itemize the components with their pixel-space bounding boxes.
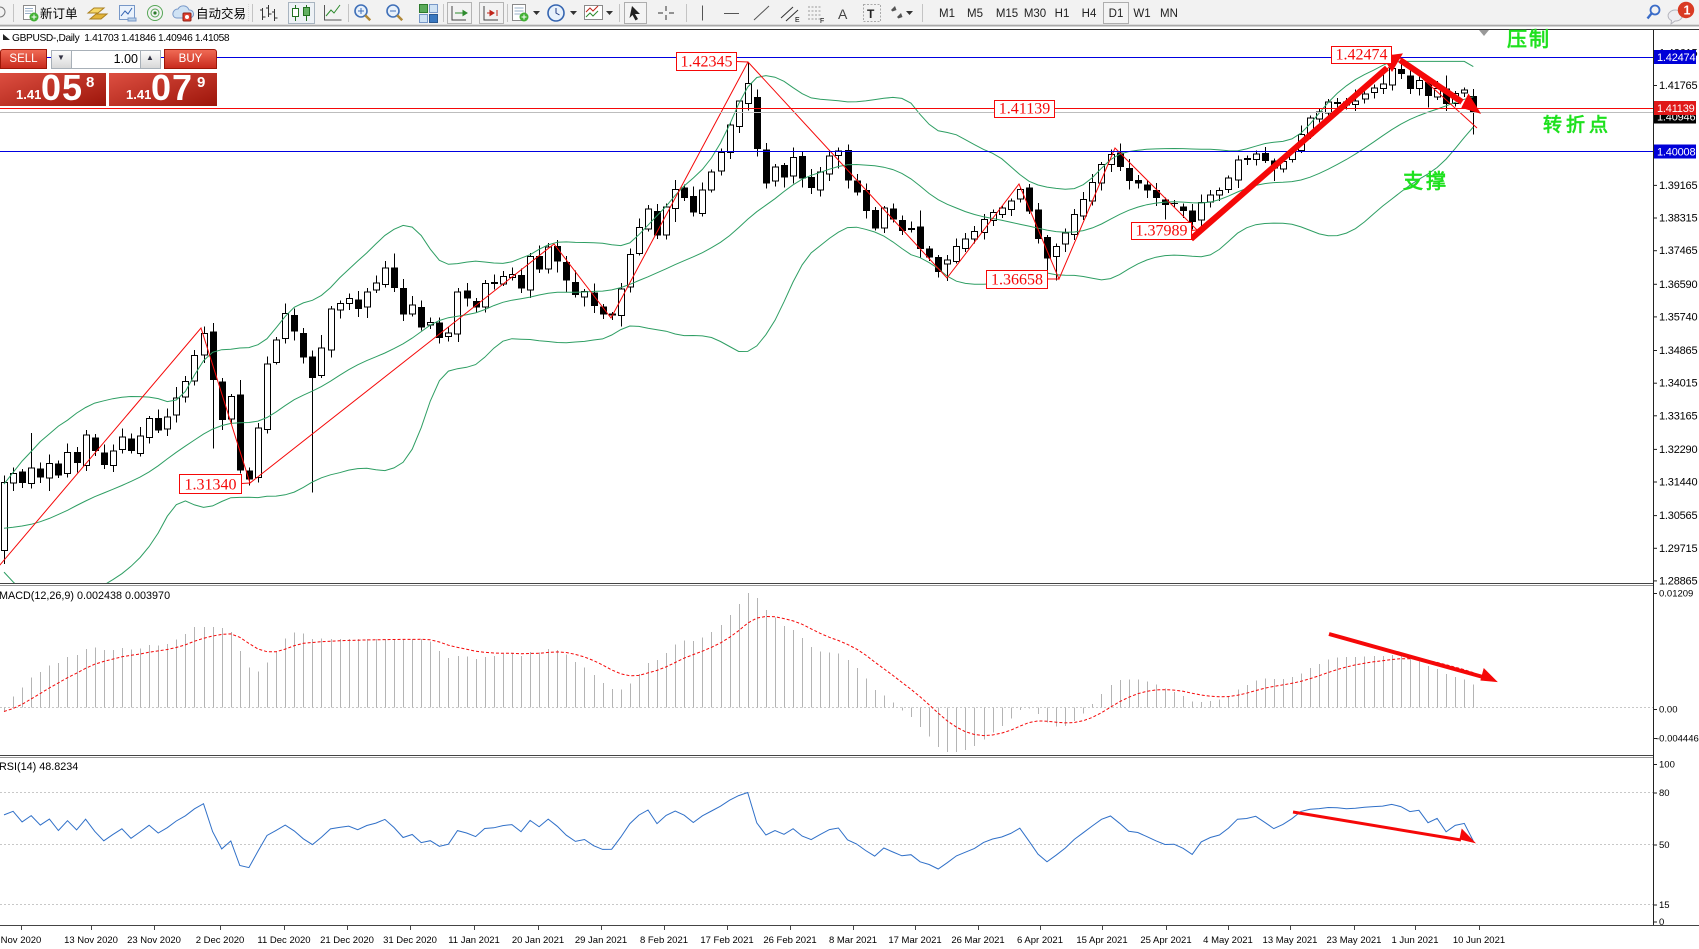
svg-text:压制: 压制 bbox=[1507, 28, 1551, 51]
svg-text:15 Apr 2021: 15 Apr 2021 bbox=[1076, 935, 1127, 946]
svg-text:M15: M15 bbox=[996, 8, 1018, 20]
svg-text:20 Jan 2021: 20 Jan 2021 bbox=[512, 935, 564, 946]
svg-text:1.37989: 1.37989 bbox=[1136, 223, 1188, 240]
svg-text:1.42474: 1.42474 bbox=[1657, 52, 1695, 64]
svg-text:1.31440: 1.31440 bbox=[1659, 477, 1697, 489]
svg-text:0.00: 0.00 bbox=[1659, 705, 1678, 716]
svg-text:21 Dec 2020: 21 Dec 2020 bbox=[320, 935, 374, 946]
svg-text:0.01209: 0.01209 bbox=[1659, 589, 1693, 600]
svg-text:1.36590: 1.36590 bbox=[1659, 279, 1697, 291]
svg-text:31 Dec 2020: 31 Dec 2020 bbox=[383, 935, 437, 946]
svg-text:M1: M1 bbox=[939, 8, 955, 20]
svg-text:自动交易: 自动交易 bbox=[196, 6, 246, 21]
svg-text:17 Mar 2021: 17 Mar 2021 bbox=[888, 935, 941, 946]
svg-text:1.34015: 1.34015 bbox=[1659, 378, 1697, 390]
svg-text:新订单: 新订单 bbox=[40, 6, 78, 21]
svg-text:RSI(14) 48.8234: RSI(14) 48.8234 bbox=[0, 761, 78, 773]
svg-text:W1: W1 bbox=[1133, 8, 1150, 20]
svg-text:H1: H1 bbox=[1055, 8, 1070, 20]
svg-text:1.32290: 1.32290 bbox=[1659, 444, 1697, 456]
svg-text:13 Nov 2020: 13 Nov 2020 bbox=[64, 935, 118, 946]
svg-text:1.42474: 1.42474 bbox=[1336, 47, 1388, 64]
svg-text:1.34865: 1.34865 bbox=[1659, 345, 1697, 357]
svg-text:1.40008: 1.40008 bbox=[1657, 147, 1695, 159]
svg-text:26 Mar 2021: 26 Mar 2021 bbox=[951, 935, 1004, 946]
svg-text:1.31340: 1.31340 bbox=[185, 477, 237, 494]
svg-text:11 Jan 2021: 11 Jan 2021 bbox=[448, 935, 500, 946]
svg-text:1.42345: 1.42345 bbox=[681, 54, 733, 71]
svg-text:1: 1 bbox=[1684, 4, 1691, 18]
svg-text:1.41765: 1.41765 bbox=[1659, 80, 1697, 92]
svg-text:8 Feb 2021: 8 Feb 2021 bbox=[640, 935, 688, 946]
svg-text:F: F bbox=[820, 18, 824, 25]
svg-text:GBPUSD-,Daily 1.41703 1.41846: GBPUSD-,Daily 1.41703 1.41846 1.40946 1.… bbox=[12, 33, 230, 44]
svg-text:1.35740: 1.35740 bbox=[1659, 311, 1697, 323]
svg-text:D1: D1 bbox=[1109, 8, 1124, 20]
svg-text:支撑: 支撑 bbox=[1403, 169, 1449, 193]
svg-text:100: 100 bbox=[1659, 760, 1675, 771]
svg-text:23 May 2021: 23 May 2021 bbox=[1327, 935, 1382, 946]
svg-text:1.41139: 1.41139 bbox=[999, 101, 1050, 118]
svg-text:0: 0 bbox=[1659, 917, 1664, 928]
svg-text:6 Apr 2021: 6 Apr 2021 bbox=[1017, 935, 1063, 946]
svg-text:T: T bbox=[867, 7, 875, 21]
svg-text:23 Nov 2020: 23 Nov 2020 bbox=[127, 935, 181, 946]
svg-text:1.38315: 1.38315 bbox=[1659, 213, 1697, 225]
svg-text:M5: M5 bbox=[967, 8, 983, 20]
svg-text:15: 15 bbox=[1659, 900, 1670, 911]
svg-text:转折点: 转折点 bbox=[1543, 113, 1612, 136]
svg-text:1.29715: 1.29715 bbox=[1659, 543, 1697, 555]
svg-text:Nov 2020: Nov 2020 bbox=[1, 935, 42, 946]
svg-text:1.36658: 1.36658 bbox=[991, 272, 1043, 289]
svg-text:10 Jun 2021: 10 Jun 2021 bbox=[1453, 935, 1505, 946]
svg-text:E: E bbox=[795, 17, 800, 24]
svg-text:26 Feb 2021: 26 Feb 2021 bbox=[763, 935, 816, 946]
svg-text:A: A bbox=[838, 6, 848, 22]
svg-text:1.37465: 1.37465 bbox=[1659, 245, 1697, 257]
svg-text:29 Jan 2021: 29 Jan 2021 bbox=[575, 935, 627, 946]
svg-text:17 Feb 2021: 17 Feb 2021 bbox=[700, 935, 753, 946]
svg-text:1.28865: 1.28865 bbox=[1659, 575, 1697, 587]
svg-text:MN: MN bbox=[1160, 8, 1178, 20]
svg-text:-0.004446: -0.004446 bbox=[1656, 734, 1699, 745]
svg-text:8 Mar 2021: 8 Mar 2021 bbox=[829, 935, 877, 946]
svg-text:1.30565: 1.30565 bbox=[1659, 510, 1697, 522]
svg-text:1 Jun 2021: 1 Jun 2021 bbox=[1391, 935, 1438, 946]
svg-text:MACD(12,26,9) 0.002438 0.00397: MACD(12,26,9) 0.002438 0.003970 bbox=[0, 590, 170, 602]
svg-text:2 Dec 2020: 2 Dec 2020 bbox=[196, 935, 245, 946]
svg-text:13 May 2021: 13 May 2021 bbox=[1263, 935, 1318, 946]
svg-text:M30: M30 bbox=[1024, 8, 1046, 20]
svg-text:80: 80 bbox=[1659, 788, 1670, 799]
svg-text:1.41139: 1.41139 bbox=[1657, 103, 1695, 115]
svg-text:50: 50 bbox=[1659, 840, 1670, 851]
svg-text:4 May 2021: 4 May 2021 bbox=[1203, 935, 1253, 946]
svg-text:25 Apr 2021: 25 Apr 2021 bbox=[1140, 935, 1191, 946]
svg-text:1.39165: 1.39165 bbox=[1659, 180, 1697, 192]
svg-text:H4: H4 bbox=[1082, 8, 1097, 20]
svg-text:11 Dec 2020: 11 Dec 2020 bbox=[257, 935, 310, 946]
svg-text:1.33165: 1.33165 bbox=[1659, 410, 1697, 422]
